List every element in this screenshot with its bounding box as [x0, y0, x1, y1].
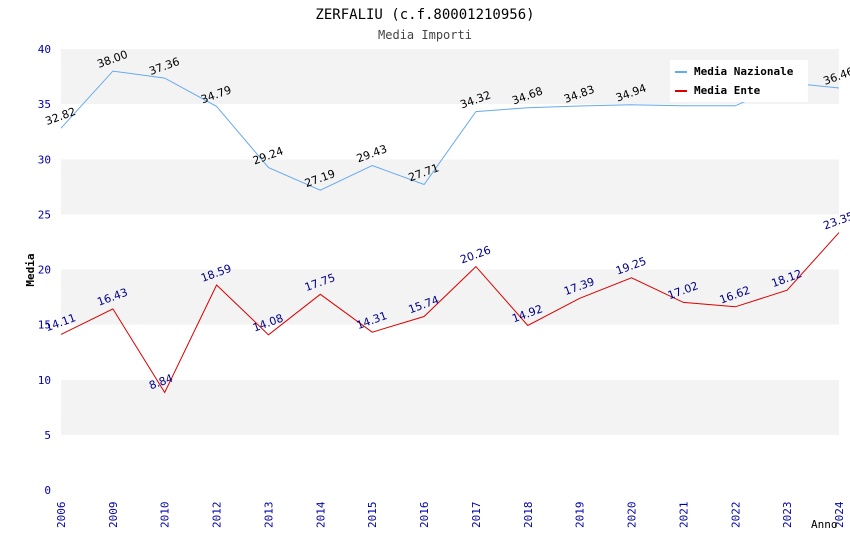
y-tick-label: 40 — [38, 43, 51, 56]
x-tick-label: 2021 — [677, 502, 690, 529]
plot-band — [61, 379, 839, 435]
plot-bands — [61, 49, 839, 490]
plot-band — [61, 434, 839, 490]
y-axis-label: Media — [24, 253, 37, 286]
x-tick-label: 2019 — [574, 502, 587, 529]
x-tick-label: 2023 — [781, 502, 794, 529]
plot-band — [61, 214, 839, 270]
x-tick-label: 2009 — [107, 502, 120, 529]
chart-title: ZERFALIU (c.f.80001210956) — [315, 7, 534, 23]
x-tick-label: 2014 — [314, 501, 327, 528]
x-tick-label: 2012 — [211, 502, 224, 529]
x-tick-label: 2020 — [626, 502, 639, 529]
plot-band — [61, 269, 839, 325]
y-tick-label: 5 — [44, 429, 51, 442]
plot-band — [61, 324, 839, 380]
x-axis-label: Anno — [811, 518, 838, 531]
x-tick-label: 2022 — [729, 502, 742, 529]
series-lines — [60, 70, 840, 394]
legend-box — [670, 60, 808, 102]
x-tick-label: 2015 — [366, 502, 379, 529]
y-tick-label: 30 — [38, 153, 51, 166]
y-tick-label: 15 — [38, 319, 51, 332]
y-tick-label: 0 — [44, 484, 51, 497]
x-tick-label: 2013 — [262, 502, 275, 529]
plot-band — [61, 159, 839, 215]
y-tick-label: 20 — [38, 264, 51, 277]
y-axis-ticks: 0 5 10 15 20 25 30 35 40 — [38, 43, 51, 497]
y-tick-label: 10 — [38, 374, 51, 387]
x-tick-label: 2016 — [418, 502, 431, 529]
x-tick-label: 2018 — [522, 502, 535, 529]
plot-band — [61, 104, 839, 160]
series-line-media-ente — [60, 232, 840, 394]
y-tick-label: 35 — [38, 98, 51, 111]
x-tick-label: 2006 — [55, 502, 68, 529]
y-tick-label: 25 — [38, 208, 51, 221]
x-axis-ticks: 2006 2009 2010 2012 2013 2014 2015 2016 2017 2018… — [55, 501, 846, 528]
x-tick-label: 2017 — [470, 502, 483, 529]
x-tick-label: 2010 — [159, 502, 172, 529]
legend: Media Nazionale Media Ente — [670, 60, 808, 102]
chart-subtitle: Media Importi — [378, 28, 472, 42]
series-line-media-nazionale — [60, 70, 840, 191]
legend-label-media-nazionale: Media Nazionale — [694, 65, 794, 78]
legend-label-media-ente: Media Ente — [694, 84, 761, 97]
x-tick-label: 2024 — [833, 501, 846, 528]
